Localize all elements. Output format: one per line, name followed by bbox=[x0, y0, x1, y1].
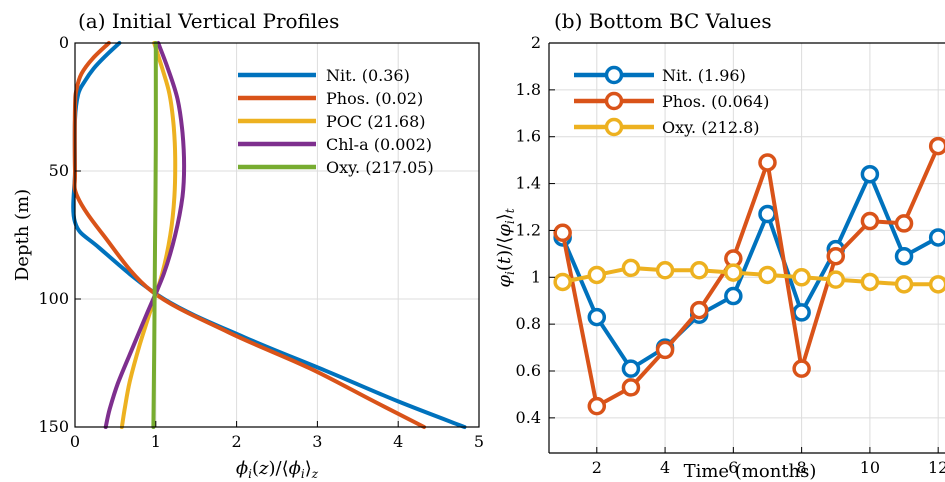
panel-b-ytick-label: 0.6 bbox=[516, 361, 541, 380]
panel-b-data-point bbox=[621, 258, 641, 278]
panel-a-ytick-label: 150 bbox=[38, 417, 69, 436]
panel-b-data-point bbox=[928, 275, 945, 294]
panel-b-xlabel: Time (months) bbox=[684, 461, 817, 482]
panel-a-ytick-label: 100 bbox=[38, 289, 69, 308]
panel-b-ytick-label: 0.4 bbox=[516, 408, 541, 427]
panel-b-ytick-label: 2 bbox=[531, 33, 541, 52]
panel-a-series-line bbox=[72, 41, 427, 429]
panel-b-ytick-label: 1.2 bbox=[516, 220, 541, 239]
panel-a-xlabel: ϕi(z)/⟨ϕi⟩z bbox=[236, 458, 319, 481]
panel-b-data-point bbox=[553, 223, 572, 243]
panel-b-ytick-label: 1.4 bbox=[516, 174, 541, 193]
panel-b-ytick-label: 0.8 bbox=[516, 314, 541, 333]
panel-a-xtick-label: 5 bbox=[474, 432, 484, 451]
panel-b-legend-marker bbox=[604, 65, 624, 85]
panel-b-xtick-label: 2 bbox=[592, 458, 602, 477]
panel-b-data-point bbox=[758, 153, 777, 172]
panel-b-data-point bbox=[553, 272, 572, 292]
panel-a-xtick-label: 1 bbox=[151, 432, 161, 451]
panel-a: (a) Initial Vertical Profiles 0 1 2 3 4 50501… bbox=[12, 9, 484, 481]
panel-a-legend-label: Nit. (0.36) bbox=[326, 66, 410, 85]
panel-b-xtick-label: 8 bbox=[797, 458, 807, 477]
panel-a-xtick-label: 4 bbox=[393, 432, 403, 451]
panel-b-ytick-label: 1.8 bbox=[516, 80, 541, 99]
panel-b-legend-marker bbox=[604, 91, 624, 111]
panel-a-ytick-label: 50 bbox=[49, 161, 69, 180]
panel-b-data-point bbox=[826, 246, 846, 266]
panel-b-data-point bbox=[928, 136, 945, 156]
panel-b-ytick-label: 1 bbox=[531, 267, 541, 286]
panel-b-data-point bbox=[894, 275, 914, 294]
panel-b-data-point bbox=[792, 303, 811, 322]
panel-a-ylabel: Depth (m) bbox=[12, 189, 33, 281]
panel-b-data-point bbox=[860, 272, 880, 292]
panel-b-data-point bbox=[894, 214, 914, 233]
panel-b-data-point bbox=[655, 261, 675, 280]
panel-b-series-line bbox=[560, 172, 940, 371]
panel-b-legend-marker bbox=[604, 117, 624, 137]
panel-b-series-line bbox=[560, 145, 941, 409]
panel-b: (b) Bottom BC Values 2 4 6 8 10 12 0.4 0.6 0.8 1 1… bbox=[494, 9, 945, 482]
panel-b-ticks: 2 4 6 8 10 12 0.4 0.6 0.8 1 1.2 1.4 1.6 1.8 2 bbox=[516, 33, 945, 477]
panel-b-ytick-label: 1.6 bbox=[516, 127, 541, 146]
panel-a-legend-label: Phos. (0.02) bbox=[326, 89, 423, 108]
panel-a-legend: Nit. (0.36) Phos. (0.02) POC (21.68) Chl-a … bbox=[238, 66, 434, 177]
panel-a-legend-label: Chl-a (0.002) bbox=[326, 135, 432, 154]
panel-b-data-point bbox=[689, 300, 709, 320]
panel-a-xtick-label: 0 bbox=[70, 432, 80, 451]
panel-a-series-line bbox=[103, 41, 187, 429]
panel-b-data-point bbox=[792, 268, 811, 287]
panel-a-series-line bbox=[119, 41, 178, 429]
panel-b-data-point bbox=[860, 211, 880, 231]
panel-a-series-line bbox=[151, 41, 158, 429]
panel-b-legend-label: Nit. (1.96) bbox=[662, 66, 746, 85]
panel-b-series bbox=[553, 136, 945, 416]
panel-b-legend-label: Oxy. (212.8) bbox=[662, 118, 760, 137]
panel-b-xtick-label: 10 bbox=[860, 458, 880, 477]
panel-b-data-point bbox=[587, 396, 607, 416]
panel-b-data-point bbox=[621, 359, 641, 378]
panel-b-xtick-label: 6 bbox=[728, 458, 738, 477]
panel-b-title: (b) Bottom BC Values bbox=[554, 9, 772, 33]
panel-a-title: (a) Initial Vertical Profiles bbox=[78, 9, 339, 33]
panel-b-series-line bbox=[562, 265, 939, 287]
panel-b-data-point bbox=[621, 378, 641, 397]
panel-b-data-point bbox=[928, 228, 945, 247]
panel-b-data-point bbox=[826, 270, 846, 289]
panel-a-ytick-label: 0 bbox=[59, 33, 69, 52]
panel-b-data-point bbox=[792, 359, 811, 378]
panel-b-data-point bbox=[724, 286, 743, 306]
panel-b-data-point bbox=[587, 265, 607, 285]
panel-b-legend: Nit. (1.96) Phos. (0.064) Oxy. (212.8) bbox=[574, 65, 769, 137]
panel-b-ylabel: φi(t)/⟨φi⟩t bbox=[494, 208, 517, 287]
panel-b-data-point bbox=[860, 164, 880, 184]
panel-a-legend-label: POC (21.68) bbox=[326, 112, 426, 131]
panel-a-frame bbox=[74, 42, 480, 428]
panel-b-legend-label: Phos. (0.064) bbox=[662, 92, 769, 111]
panel-a-xtick-label: 2 bbox=[232, 432, 242, 451]
panel-b-data-point bbox=[724, 263, 743, 282]
panel-b-xtick-label: 4 bbox=[660, 458, 670, 477]
panel-a-series bbox=[71, 41, 467, 429]
panel-b-xtick-label: 12 bbox=[928, 458, 945, 477]
panel-b-data-point bbox=[689, 261, 709, 280]
panel-b-data-point bbox=[587, 307, 607, 327]
panel-b-data-point bbox=[758, 265, 777, 285]
panel-b-grid bbox=[549, 42, 945, 453]
panel-b-data-point bbox=[655, 340, 675, 360]
panel-b-data-point bbox=[758, 204, 777, 224]
panel-a-legend-label: Oxy. (217.05) bbox=[326, 158, 434, 177]
panel-a-xtick-label: 3 bbox=[312, 432, 322, 451]
panel-b-data-point bbox=[894, 246, 914, 266]
